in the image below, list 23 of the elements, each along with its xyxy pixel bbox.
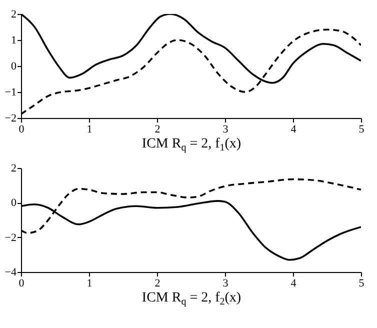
x-axis-title: ICM R$_{q}$ = 2, f$_{1}$(x) [142, 136, 242, 154]
x-tick-label: 3 [222, 278, 229, 290]
x-tick-label: 2 [154, 124, 160, 136]
y-tick-label: 0 [11, 197, 17, 210]
x-tick-label: 1 [86, 124, 92, 136]
x-tick-label: 1 [86, 278, 92, 290]
y-tick-label: 0 [11, 60, 17, 72]
y-tick-label: −2 [4, 112, 16, 124]
y-tick-label: 2 [11, 8, 16, 20]
y-tick-label: −4 [4, 266, 17, 278]
y-tick-label: 2 [11, 162, 16, 174]
x-tick-label: 5 [358, 278, 365, 290]
x-tick-label: 0 [18, 278, 25, 290]
x-tick-label: 5 [358, 124, 365, 136]
x-tick-label: 0 [18, 124, 25, 136]
x-tick-label: 4 [290, 124, 297, 136]
y-tick-label: −2 [4, 232, 16, 244]
y-tick-label: −1 [4, 86, 16, 98]
y-tick-label: 1 [11, 34, 16, 46]
x-tick-label: 3 [222, 124, 229, 136]
x-axis-title: ICM R$_{q}$ = 2, f$_{2}$(x) [142, 290, 242, 308]
x-tick-label: 2 [154, 278, 160, 290]
x-tick-label: 4 [290, 278, 297, 290]
